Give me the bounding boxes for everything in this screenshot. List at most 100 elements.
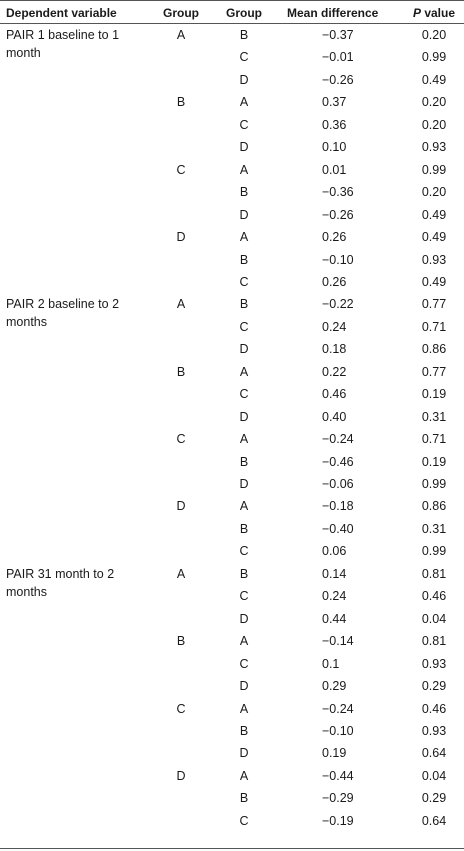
cell-group-2: D	[239, 612, 249, 626]
cell-p-value: 0.49	[421, 275, 447, 289]
cell-mean-difference: −0.18	[322, 499, 354, 513]
cell-p-value: 0.49	[421, 73, 447, 87]
cell-group-2: C	[239, 320, 249, 334]
cell-p-value: 0.49	[421, 208, 447, 222]
cell-p-value: 0.99	[421, 50, 447, 64]
cell-p-value: 0.86	[421, 499, 447, 513]
cell-group-2: C	[239, 589, 249, 603]
cell-group-1: C	[176, 702, 186, 716]
cell-mean-difference: −0.01	[322, 50, 354, 64]
cell-group-2: B	[239, 791, 249, 805]
cell-dependent-variable: PAIR 1 baseline to 1 month	[6, 28, 120, 60]
header-dependent-variable: Dependent variable	[6, 6, 117, 20]
cell-group-1: B	[176, 95, 186, 109]
cell-group-1: A	[176, 28, 186, 42]
cell-p-value: 0.64	[421, 814, 447, 828]
cell-group-2: B	[239, 28, 249, 42]
cell-dependent-variable: PAIR 31 month to 2 months	[6, 567, 115, 599]
cell-group-2: A	[239, 95, 249, 109]
cell-mean-difference: 0.26	[322, 230, 347, 244]
cell-mean-difference: −0.24	[322, 432, 354, 446]
header-bottom-rule	[0, 23, 464, 24]
cell-p-value: 0.04	[421, 612, 447, 626]
cell-p-value: 0.99	[421, 544, 447, 558]
header-p-value: P value	[410, 6, 458, 21]
cell-p-value: 0.29	[421, 791, 447, 805]
cell-mean-difference: 0.14	[322, 567, 347, 581]
cell-group-1: D	[176, 499, 186, 513]
cell-mean-difference: 0.18	[322, 342, 347, 356]
cell-group-2: D	[239, 477, 249, 491]
cell-p-value: 0.93	[421, 140, 447, 154]
cell-group-2: C	[239, 387, 249, 401]
cell-mean-difference: 0.10	[322, 140, 347, 154]
cell-group-2: A	[239, 702, 249, 716]
cell-mean-difference: 0.06	[322, 544, 347, 558]
cell-mean-difference: −0.19	[322, 814, 354, 828]
cell-group-2: C	[239, 118, 249, 132]
cell-p-value: 0.81	[421, 567, 447, 581]
cell-group-2: D	[239, 679, 249, 693]
cell-mean-difference: −0.22	[322, 297, 354, 311]
cell-p-value: 0.86	[421, 342, 447, 356]
cell-mean-difference: −0.26	[322, 208, 354, 222]
cell-p-value: 0.77	[421, 365, 447, 379]
cell-p-value: 0.29	[421, 679, 447, 693]
header-group-2: Group	[226, 6, 262, 20]
cell-group-2: D	[239, 208, 249, 222]
cell-mean-difference: −0.14	[322, 634, 354, 648]
cell-group-2: B	[239, 724, 249, 738]
cell-group-1: B	[176, 365, 186, 379]
cell-p-value: 0.93	[421, 253, 447, 267]
cell-mean-difference: 0.46	[322, 387, 347, 401]
cell-group-1: D	[176, 230, 186, 244]
cell-group-2: C	[239, 275, 249, 289]
cell-p-value: 0.93	[421, 657, 447, 671]
cell-mean-difference: −0.10	[322, 724, 354, 738]
cell-mean-difference: 0.37	[322, 95, 347, 109]
cell-group-2: B	[239, 455, 249, 469]
cell-dependent-variable: PAIR 2 baseline to 2 months	[6, 297, 120, 329]
cell-group-2: A	[239, 163, 249, 177]
cell-p-value: 0.04	[421, 769, 447, 783]
cell-group-2: D	[239, 140, 249, 154]
cell-p-value: 0.31	[421, 410, 447, 424]
cell-mean-difference: −0.10	[322, 253, 354, 267]
table-top-rule	[0, 0, 464, 1]
cell-mean-difference: 0.40	[322, 410, 347, 424]
cell-p-value: 0.99	[421, 477, 447, 491]
cell-group-2: B	[239, 185, 249, 199]
cell-p-value: 0.20	[421, 185, 447, 199]
cell-mean-difference: −0.24	[322, 702, 354, 716]
cell-group-2: C	[239, 50, 249, 64]
cell-p-value: 0.99	[421, 163, 447, 177]
cell-mean-difference: 0.22	[322, 365, 347, 379]
header-group-1: Group	[163, 6, 199, 20]
cell-mean-difference: −0.29	[322, 791, 354, 805]
cell-p-value: 0.49	[421, 230, 447, 244]
cell-group-2: A	[239, 769, 249, 783]
cell-p-value: 0.20	[421, 118, 447, 132]
cell-group-2: B	[239, 297, 249, 311]
cell-mean-difference: 0.29	[322, 679, 347, 693]
cell-p-value: 0.20	[421, 95, 447, 109]
cell-p-value: 0.19	[421, 455, 447, 469]
header-mean-difference: Mean difference	[287, 6, 379, 20]
table-bottom-rule	[0, 848, 464, 849]
header-p-word: value	[420, 6, 456, 20]
cell-p-value: 0.81	[421, 634, 447, 648]
cell-group-2: B	[239, 253, 249, 267]
cell-group-2: D	[239, 342, 249, 356]
cell-group-1: A	[176, 567, 186, 581]
cell-p-value: 0.64	[421, 746, 447, 760]
cell-mean-difference: 0.1	[322, 657, 340, 671]
header-p-letter: P	[412, 6, 421, 20]
cell-mean-difference: −0.37	[322, 28, 354, 42]
cell-p-value: 0.31	[421, 522, 447, 536]
cell-group-2: A	[239, 634, 249, 648]
cell-p-value: 0.46	[421, 589, 447, 603]
cell-group-2: B	[239, 522, 249, 536]
cell-mean-difference: −0.46	[322, 455, 354, 469]
cell-p-value: 0.93	[421, 724, 447, 738]
